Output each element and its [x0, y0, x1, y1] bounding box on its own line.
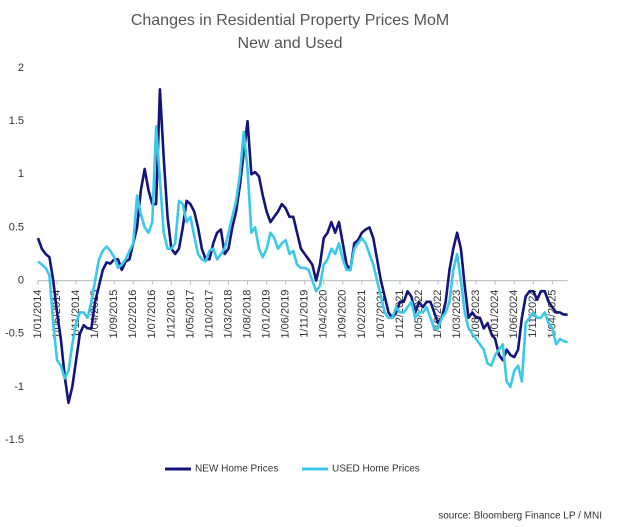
x-tick-label: 1/09/2015: [108, 290, 120, 339]
x-tick-label: 1/03/2023: [451, 290, 463, 339]
y-tick-label: -1.5: [5, 434, 24, 446]
x-tick-label: 1/06/2019: [280, 290, 292, 339]
x-tick-label: 1/03/2018: [222, 290, 234, 339]
y-tick-label: 0: [18, 274, 24, 286]
legend-label: USED Home Prices: [332, 464, 420, 475]
x-tick-label: 1/12/2016: [165, 290, 177, 339]
chart-title: Changes in Residential Property Prices M…: [131, 12, 449, 29]
y-tick-label: -1: [14, 381, 24, 393]
x-tick-label: 1/07/2016: [146, 290, 158, 339]
legend-label: NEW Home Prices: [195, 464, 278, 475]
x-tick-label: 1/07/2021: [375, 290, 387, 339]
y-tick-label: 1: [18, 168, 24, 180]
series-line: [36, 87, 568, 405]
x-tick-label: 1/10/2022: [432, 290, 444, 339]
x-tick-label: 1/01/2024: [489, 290, 501, 339]
y-tick-label: 0.5: [9, 221, 24, 233]
x-tick-label: 1/04/2020: [318, 290, 330, 339]
series-line: [37, 125, 568, 389]
x-tick-label: 1/11/2019: [299, 290, 311, 338]
x-tick-label: 1/08/2023: [470, 290, 482, 339]
x-tick-label: 1/05/2017: [184, 290, 196, 339]
x-tick-label: 1/02/2016: [127, 290, 139, 339]
x-tick-label: 1/10/2017: [203, 290, 215, 339]
x-tick-label: 1/11/2014: [70, 290, 82, 338]
x-tick-label: 1/01/2019: [261, 290, 273, 339]
x-tick-label: 1/09/2020: [337, 290, 349, 339]
y-tick-label: 2: [18, 62, 24, 74]
source-note: source: Bloomberg Finance LP / MNI: [438, 511, 602, 522]
x-tick-label: 1/06/2024: [508, 290, 520, 339]
y-tick-label: 1.5: [9, 115, 24, 127]
x-tick-label: 1/02/2021: [356, 290, 368, 339]
chart-subtitle: New and Used: [238, 35, 343, 52]
x-tick-label: 1/08/2018: [241, 290, 253, 339]
x-tick-label: 1/01/2014: [32, 290, 44, 339]
y-tick-label: -0.5: [5, 328, 24, 340]
